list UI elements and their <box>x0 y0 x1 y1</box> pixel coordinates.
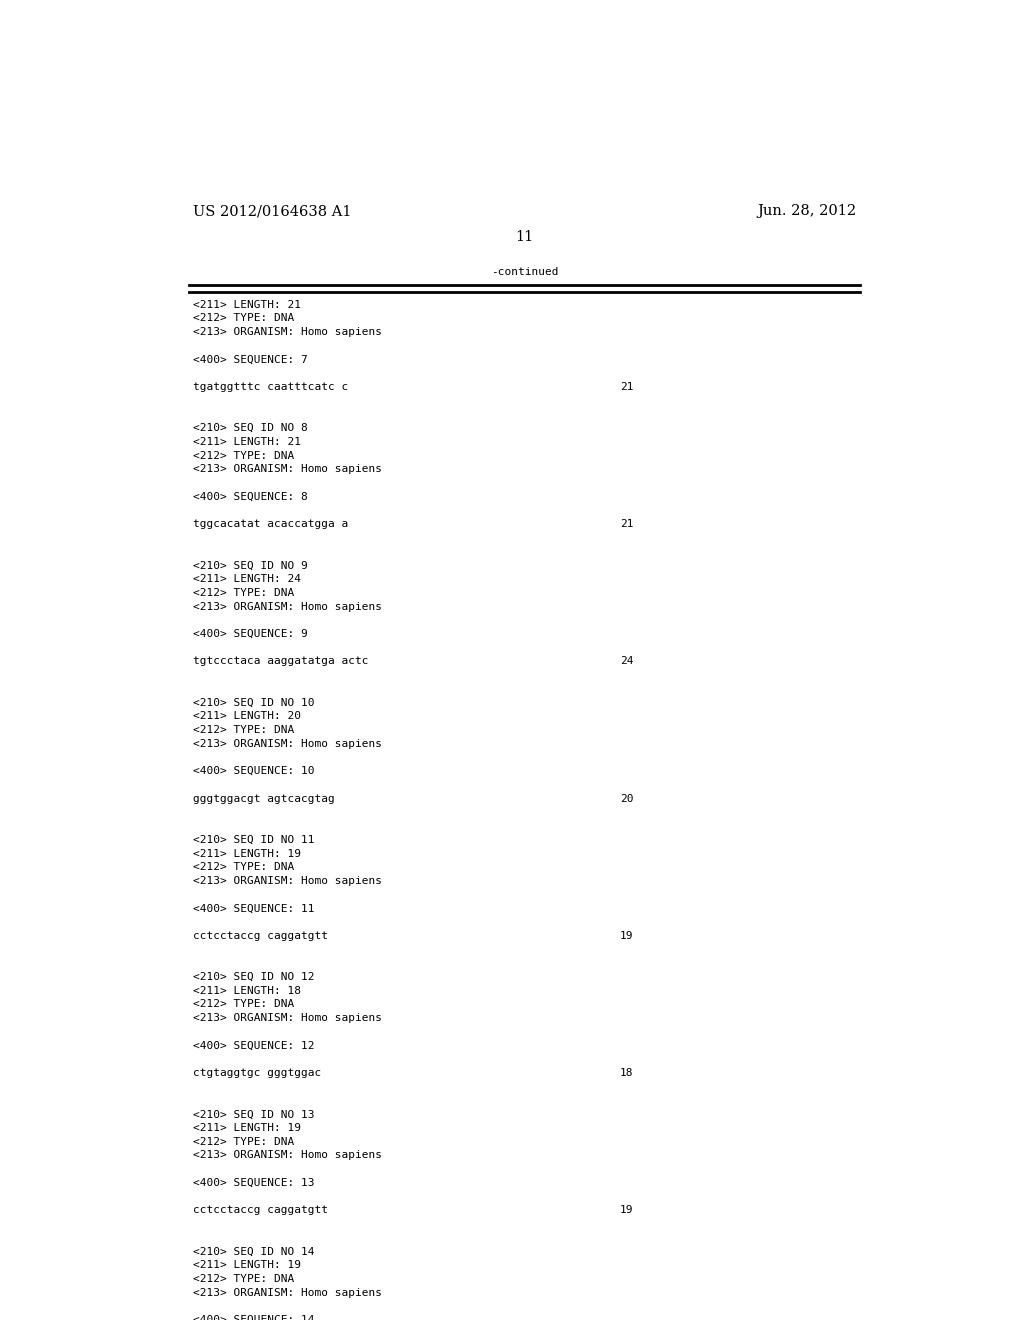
Text: <400> SEQUENCE: 7: <400> SEQUENCE: 7 <box>194 355 308 364</box>
Text: <212> TYPE: DNA: <212> TYPE: DNA <box>194 999 294 1010</box>
Text: <213> ORGANISM: Homo sapiens: <213> ORGANISM: Homo sapiens <box>194 876 382 886</box>
Text: <400> SEQUENCE: 9: <400> SEQUENCE: 9 <box>194 630 308 639</box>
Text: <211> LENGTH: 20: <211> LENGTH: 20 <box>194 711 301 721</box>
Text: <210> SEQ ID NO 12: <210> SEQ ID NO 12 <box>194 972 314 982</box>
Text: cctcctaccg caggatgtt: cctcctaccg caggatgtt <box>194 1205 328 1216</box>
Text: -continued: -continued <box>492 267 558 277</box>
Text: <212> TYPE: DNA: <212> TYPE: DNA <box>194 725 294 735</box>
Text: <212> TYPE: DNA: <212> TYPE: DNA <box>194 313 294 323</box>
Text: <210> SEQ ID NO 9: <210> SEQ ID NO 9 <box>194 561 308 570</box>
Text: <211> LENGTH: 24: <211> LENGTH: 24 <box>194 574 301 585</box>
Text: <210> SEQ ID NO 11: <210> SEQ ID NO 11 <box>194 834 314 845</box>
Text: <400> SEQUENCE: 12: <400> SEQUENCE: 12 <box>194 1040 314 1051</box>
Text: <212> TYPE: DNA: <212> TYPE: DNA <box>194 862 294 873</box>
Text: <213> ORGANISM: Homo sapiens: <213> ORGANISM: Homo sapiens <box>194 327 382 337</box>
Text: <210> SEQ ID NO 13: <210> SEQ ID NO 13 <box>194 1109 314 1119</box>
Text: 24: 24 <box>620 656 634 667</box>
Text: <212> TYPE: DNA: <212> TYPE: DNA <box>194 1137 294 1147</box>
Text: tgatggtttc caatttcatc c: tgatggtttc caatttcatc c <box>194 381 348 392</box>
Text: <213> ORGANISM: Homo sapiens: <213> ORGANISM: Homo sapiens <box>194 465 382 474</box>
Text: gggtggacgt agtcacgtag: gggtggacgt agtcacgtag <box>194 793 335 804</box>
Text: <213> ORGANISM: Homo sapiens: <213> ORGANISM: Homo sapiens <box>194 739 382 748</box>
Text: <210> SEQ ID NO 14: <210> SEQ ID NO 14 <box>194 1246 314 1257</box>
Text: <210> SEQ ID NO 8: <210> SEQ ID NO 8 <box>194 424 308 433</box>
Text: <211> LENGTH: 21: <211> LENGTH: 21 <box>194 300 301 310</box>
Text: <211> LENGTH: 19: <211> LENGTH: 19 <box>194 1123 301 1133</box>
Text: tggcacatat acaccatgga a: tggcacatat acaccatgga a <box>194 519 348 529</box>
Text: <211> LENGTH: 19: <211> LENGTH: 19 <box>194 849 301 858</box>
Text: 21: 21 <box>620 381 634 392</box>
Text: 19: 19 <box>620 1205 634 1216</box>
Text: <400> SEQUENCE: 14: <400> SEQUENCE: 14 <box>194 1315 314 1320</box>
Text: <212> TYPE: DNA: <212> TYPE: DNA <box>194 450 294 461</box>
Text: 21: 21 <box>620 519 634 529</box>
Text: 19: 19 <box>620 931 634 941</box>
Text: <212> TYPE: DNA: <212> TYPE: DNA <box>194 587 294 598</box>
Text: <400> SEQUENCE: 8: <400> SEQUENCE: 8 <box>194 492 308 502</box>
Text: <212> TYPE: DNA: <212> TYPE: DNA <box>194 1274 294 1284</box>
Text: 11: 11 <box>516 230 534 244</box>
Text: US 2012/0164638 A1: US 2012/0164638 A1 <box>194 205 351 218</box>
Text: <211> LENGTH: 21: <211> LENGTH: 21 <box>194 437 301 447</box>
Text: Jun. 28, 2012: Jun. 28, 2012 <box>758 205 856 218</box>
Text: <400> SEQUENCE: 11: <400> SEQUENCE: 11 <box>194 903 314 913</box>
Text: <211> LENGTH: 18: <211> LENGTH: 18 <box>194 986 301 995</box>
Text: 20: 20 <box>620 793 634 804</box>
Text: <400> SEQUENCE: 13: <400> SEQUENCE: 13 <box>194 1177 314 1188</box>
Text: 18: 18 <box>620 1068 634 1078</box>
Text: <210> SEQ ID NO 10: <210> SEQ ID NO 10 <box>194 697 314 708</box>
Text: <211> LENGTH: 19: <211> LENGTH: 19 <box>194 1261 301 1270</box>
Text: <213> ORGANISM: Homo sapiens: <213> ORGANISM: Homo sapiens <box>194 602 382 611</box>
Text: cctcctaccg caggatgtt: cctcctaccg caggatgtt <box>194 931 328 941</box>
Text: <400> SEQUENCE: 10: <400> SEQUENCE: 10 <box>194 766 314 776</box>
Text: <213> ORGANISM: Homo sapiens: <213> ORGANISM: Homo sapiens <box>194 1151 382 1160</box>
Text: tgtccctaca aaggatatga actc: tgtccctaca aaggatatga actc <box>194 656 369 667</box>
Text: <213> ORGANISM: Homo sapiens: <213> ORGANISM: Homo sapiens <box>194 1014 382 1023</box>
Text: <213> ORGANISM: Homo sapiens: <213> ORGANISM: Homo sapiens <box>194 1287 382 1298</box>
Text: ctgtaggtgc gggtggac: ctgtaggtgc gggtggac <box>194 1068 322 1078</box>
